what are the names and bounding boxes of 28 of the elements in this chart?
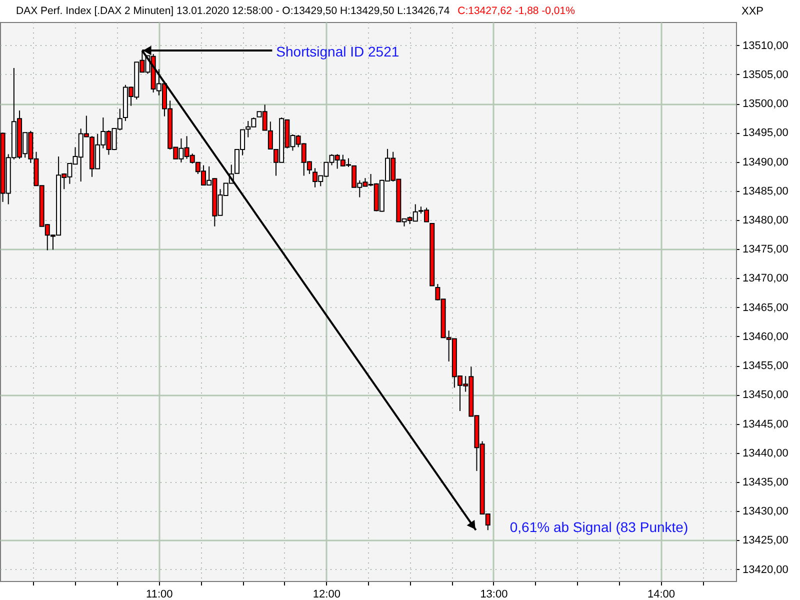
y-tick-label: 13455,00 [742, 360, 788, 372]
y-tick-label: 13460,00 [742, 330, 788, 343]
x-tick-label: 12:00 [312, 588, 340, 600]
x-tick-label: 13:00 [480, 588, 508, 600]
y-axis-title: XXP [742, 6, 764, 18]
chart-title: DAX Perf. Index [.DAX 2 Minuten] 13.01.2020 12:58:00 - O:13429,50 H:13429,50 L:13426,74 [16, 5, 450, 17]
y-tick-label: 13465,00 [742, 302, 788, 314]
annotation: Shortsignal ID 2521 [276, 44, 400, 60]
y-tick-label: 13430,00 [742, 506, 788, 518]
y-tick-label: 13425,00 [742, 534, 788, 547]
x-tick-label: 11:00 [146, 588, 173, 600]
y-tick-label: 13435,00 [742, 476, 788, 489]
chart-subtitle: C:13427,62 -1,88 -0,01% [458, 5, 575, 17]
y-tick-label: 13475,00 [742, 244, 788, 256]
y-tick-label: 13490,00 [742, 156, 788, 168]
y-tick-label: 13450,00 [742, 389, 788, 402]
y-tick-label: 13495,00 [742, 127, 788, 140]
y-tick-label: 13440,00 [742, 447, 788, 460]
annotation: 0,61% ab Signal (83 Punkte) [510, 519, 688, 536]
y-tick-label: 13505,00 [742, 68, 788, 81]
y-tick-label: 13510,00 [742, 40, 788, 52]
y-tick-label: 13485,00 [742, 185, 788, 198]
x-tick-label: 14:00 [647, 588, 675, 600]
y-tick-label: 13480,00 [742, 214, 788, 226]
y-tick-label: 13420,00 [742, 564, 788, 576]
y-tick-label: 13445,00 [742, 418, 788, 430]
y-tick-label: 13470,00 [742, 272, 788, 285]
y-tick-label: 13500,00 [742, 98, 788, 110]
